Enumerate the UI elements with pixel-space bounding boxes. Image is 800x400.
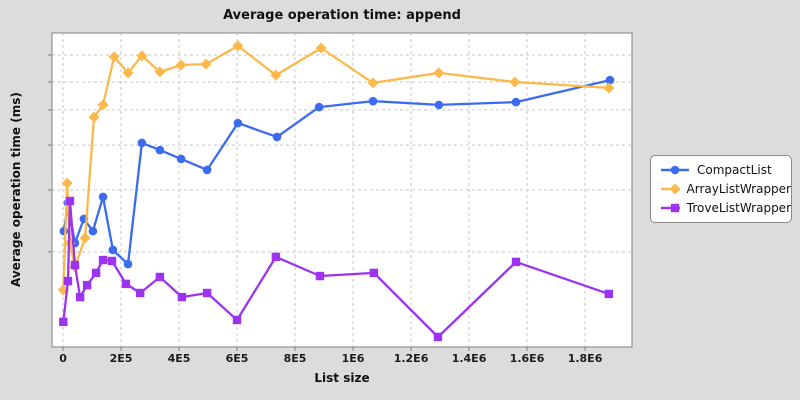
data-point bbox=[233, 118, 243, 128]
data-point bbox=[434, 100, 444, 110]
data-point bbox=[75, 292, 85, 302]
data-point bbox=[315, 42, 327, 54]
data-point bbox=[368, 96, 378, 106]
data-point bbox=[670, 165, 680, 175]
data-point bbox=[123, 259, 133, 269]
data-point bbox=[88, 226, 98, 236]
data-point bbox=[155, 272, 165, 282]
data-point bbox=[79, 232, 91, 244]
data-point bbox=[108, 51, 120, 63]
data-point bbox=[98, 255, 108, 265]
data-point bbox=[604, 289, 613, 299]
data-point bbox=[315, 271, 325, 281]
data-point bbox=[176, 154, 186, 164]
data-point bbox=[59, 317, 68, 327]
data-point bbox=[669, 183, 680, 195]
data-point bbox=[433, 332, 443, 342]
data-point bbox=[121, 279, 131, 289]
data-point bbox=[88, 111, 100, 123]
data-point bbox=[177, 292, 187, 302]
data-point bbox=[271, 252, 281, 262]
data-point bbox=[175, 59, 187, 71]
x-tick-label: 1.8E6 bbox=[568, 352, 603, 365]
legend-swatch-square bbox=[661, 203, 680, 213]
data-point bbox=[670, 203, 680, 213]
data-point bbox=[272, 132, 282, 142]
data-point bbox=[97, 99, 109, 111]
data-point bbox=[202, 165, 212, 175]
data-point bbox=[154, 66, 166, 78]
data-point bbox=[605, 75, 615, 85]
legend-swatch-diamond bbox=[661, 183, 680, 195]
data-point bbox=[61, 177, 73, 189]
data-point bbox=[136, 50, 148, 62]
data-point bbox=[65, 196, 75, 206]
data-point bbox=[202, 288, 212, 298]
data-point bbox=[511, 97, 521, 107]
data-point bbox=[155, 145, 165, 155]
data-point bbox=[511, 257, 521, 267]
data-point bbox=[314, 102, 324, 112]
x-axis-label: List size bbox=[314, 371, 370, 385]
x-tick-label: 0 bbox=[59, 352, 67, 365]
data-point bbox=[137, 138, 147, 148]
x-tick-label: 2E5 bbox=[110, 352, 133, 365]
x-tick-label: 1.6E6 bbox=[510, 352, 545, 365]
x-tick-label: 6E5 bbox=[226, 352, 249, 365]
data-point bbox=[509, 76, 521, 88]
data-point bbox=[108, 245, 118, 255]
data-point bbox=[91, 268, 101, 278]
legend-label: ArrayListWrapper bbox=[686, 182, 791, 196]
legend-item-CompactList: CompactList bbox=[651, 163, 791, 177]
data-point bbox=[232, 40, 244, 52]
x-tick-label: 4E5 bbox=[168, 352, 191, 365]
data-point bbox=[98, 192, 108, 202]
data-point bbox=[369, 268, 379, 278]
x-tick-label: 1E6 bbox=[342, 352, 365, 365]
legend-swatch-circle bbox=[661, 165, 689, 175]
x-tick-label: 8E5 bbox=[284, 352, 307, 365]
data-point bbox=[603, 82, 615, 94]
x-tick-label: 1.4E6 bbox=[452, 352, 487, 365]
chart-title: Average operation time: append bbox=[223, 8, 461, 23]
data-point bbox=[70, 260, 80, 270]
data-point bbox=[63, 276, 73, 286]
legend-item-TroveListWrapper: TroveListWrapper bbox=[651, 201, 791, 215]
legend-label: CompactList bbox=[697, 163, 772, 177]
data-point bbox=[270, 69, 282, 81]
data-point bbox=[232, 315, 242, 325]
data-point bbox=[82, 280, 92, 290]
legend-label: TroveListWrapper bbox=[686, 201, 791, 215]
legend-item-ArrayListWrapper: ArrayListWrapper bbox=[651, 182, 791, 196]
data-point bbox=[107, 256, 117, 266]
legend: CompactList ArrayListWrapper TroveListWrap… bbox=[650, 155, 792, 223]
data-point bbox=[200, 58, 212, 70]
data-point bbox=[135, 288, 145, 298]
data-point bbox=[122, 67, 134, 79]
data-point bbox=[367, 77, 379, 89]
x-tick-label: 1.2E6 bbox=[394, 352, 429, 365]
data-point bbox=[59, 226, 69, 236]
data-point bbox=[433, 67, 445, 79]
